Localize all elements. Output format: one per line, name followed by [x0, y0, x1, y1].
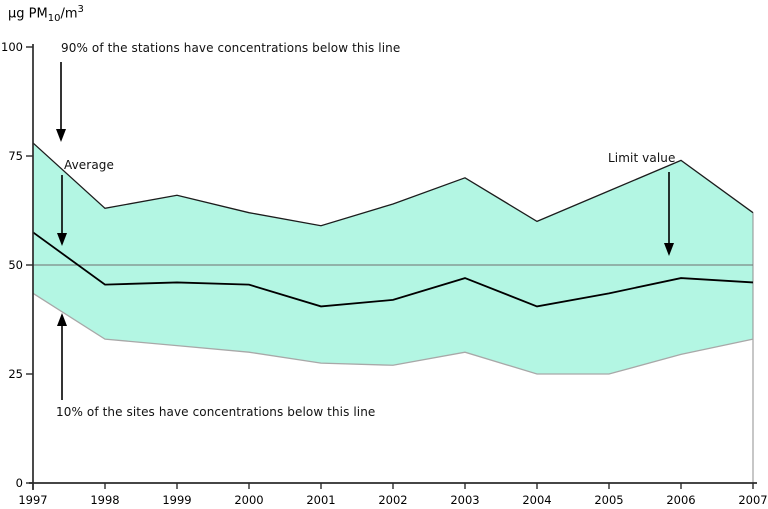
- x-tick-label: 2004: [522, 493, 551, 507]
- x-tick-label: 2007: [738, 493, 767, 507]
- x-tick-label: 2006: [666, 493, 695, 507]
- y-tick-label: 100: [1, 40, 23, 54]
- x-tick-label: 1997: [18, 493, 47, 507]
- arrow-10th-percentile-head: [57, 313, 67, 326]
- x-tick-label: 2002: [378, 493, 407, 507]
- x-tick-label: 2005: [594, 493, 623, 507]
- p90-line: [32, 142, 754, 227]
- y-tick-label: 50: [8, 258, 23, 272]
- unit-mid: /m: [60, 6, 78, 22]
- unit-subscript: 10: [47, 12, 61, 24]
- x-tick-label: 2001: [306, 493, 335, 507]
- x-tick-label: 1999: [162, 493, 191, 507]
- y-tick-label: 75: [8, 149, 23, 163]
- arrow-average-head: [57, 233, 67, 246]
- unit-superscript: 3: [77, 4, 84, 15]
- x-tick-label: 2000: [234, 493, 263, 507]
- unit-text: µg PM: [8, 6, 48, 22]
- annotation-average: Average: [64, 158, 114, 172]
- average-line: [32, 231, 754, 308]
- percentile-band: [33, 142, 753, 374]
- y-tick-label: 25: [8, 367, 23, 381]
- x-tick-label: 1998: [90, 493, 119, 507]
- y-axis-unit-label: µg PM10/m3: [8, 4, 84, 24]
- annotation-90th-percentile: 90% of the stations have concentrations …: [61, 41, 401, 55]
- x-tick-label: 2003: [450, 493, 479, 507]
- annotation-10th-percentile: 10% of the sites have concentrations bel…: [56, 405, 376, 419]
- p10-line: [32, 292, 754, 375]
- annotation-limit-value: Limit value: [608, 151, 676, 165]
- arrow-limit-value-head: [664, 243, 674, 256]
- y-tick-label: 0: [16, 476, 23, 490]
- arrow-90th-percentile-head: [56, 129, 66, 142]
